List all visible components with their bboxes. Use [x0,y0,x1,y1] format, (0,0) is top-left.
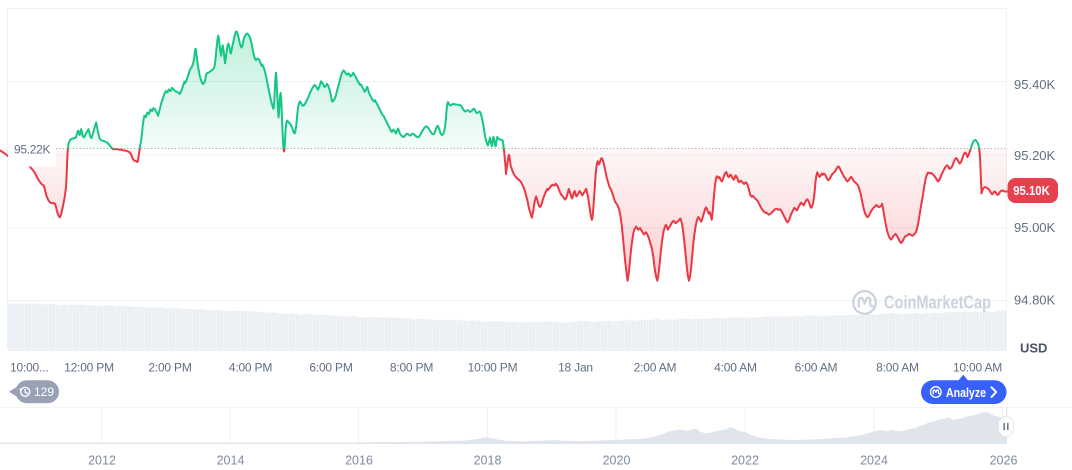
svg-text:95.20K: 95.20K [1014,148,1056,163]
svg-text:10:00 PM: 10:00 PM [468,360,518,374]
svg-text:CoinMarketCap: CoinMarketCap [884,292,991,313]
svg-text:95.10K: 95.10K [1013,183,1050,198]
svg-text:6:00 AM: 6:00 AM [795,360,838,374]
svg-text:94.80K: 94.80K [1014,293,1056,308]
svg-text:8:00 AM: 8:00 AM [876,360,919,374]
svg-text:2:00 PM: 2:00 PM [148,360,191,374]
svg-text:2016: 2016 [345,453,373,467]
svg-text:95.00K: 95.00K [1014,220,1056,235]
svg-text:95.22K: 95.22K [14,143,51,157]
svg-text:12:00 PM: 12:00 PM [64,360,114,374]
svg-text:6:00 PM: 6:00 PM [309,360,352,374]
svg-text:10:00 AM: 10:00 AM [953,360,1002,374]
svg-text:129: 129 [34,385,54,399]
svg-text:95.40K: 95.40K [1014,77,1056,92]
svg-text:2018: 2018 [474,453,502,467]
svg-text:4:00 AM: 4:00 AM [714,360,757,374]
svg-text:Analyze: Analyze [946,385,986,400]
svg-text:2022: 2022 [731,453,759,467]
svg-text:2012: 2012 [88,453,116,467]
svg-text:2:00 AM: 2:00 AM [634,360,677,374]
svg-text:2020: 2020 [603,453,631,467]
svg-text:USD: USD [1020,341,1047,356]
svg-text:18 Jan: 18 Jan [558,360,593,374]
svg-text:10:00...: 10:00... [10,360,48,374]
svg-text:4:00 PM: 4:00 PM [229,360,272,374]
svg-text:2024: 2024 [860,453,888,467]
svg-text:2026: 2026 [990,453,1018,467]
svg-text:2014: 2014 [217,453,245,467]
svg-text:8:00 PM: 8:00 PM [390,360,433,374]
